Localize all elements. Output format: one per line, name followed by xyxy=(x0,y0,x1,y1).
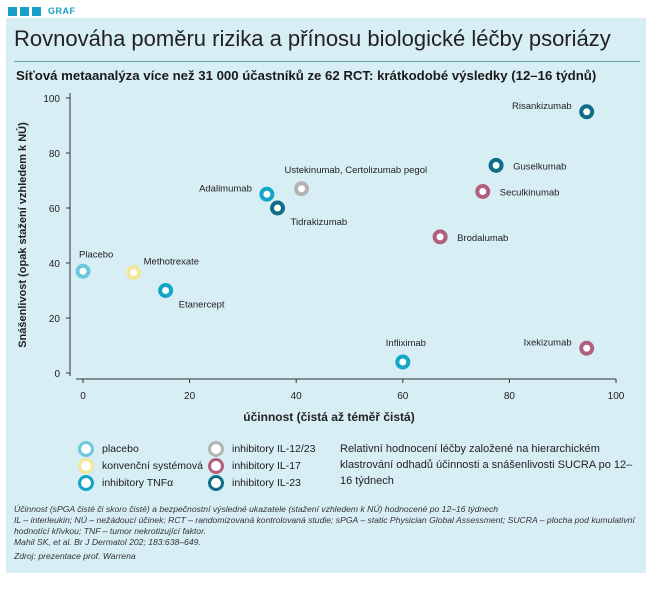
data-label: Risankizumab xyxy=(512,101,572,112)
data-label: Guselkumab xyxy=(513,161,566,172)
data-label: Adalimumab xyxy=(199,183,252,194)
legend-label: inhibitory TNFα xyxy=(102,477,174,489)
data-point xyxy=(270,200,286,216)
legend: placebo konvenční systémová inhibitory TNF… xyxy=(78,441,338,501)
scatter-chart: 0 20 40 60 80 100 0 20 40 60 80 100 účinnost (čistá … xyxy=(16,93,625,424)
chart-panel: Rovnováha poměru rizika a přínosu biolog… xyxy=(6,18,646,573)
legend-label: konvenční systémová xyxy=(102,460,203,472)
badge-square-icon xyxy=(20,6,29,16)
data-point xyxy=(579,340,595,356)
footnote-abbreviations: IL – interleukin; NÚ – nežádoucí účinek;… xyxy=(14,515,635,536)
footnote-source: Zdroj: prezentace prof. Warrena xyxy=(14,551,136,561)
footnote-citation: Mahil SK, et al. Br J Dermatol 202; 183:… xyxy=(14,537,201,547)
x-tick-label: 20 xyxy=(184,391,196,402)
legend-label: inhibitory IL-12/23 xyxy=(232,443,316,455)
data-label: Tidrakizumab xyxy=(291,217,348,228)
data-point xyxy=(488,157,504,173)
legend-marker-icon xyxy=(78,475,94,491)
data-point xyxy=(395,354,411,370)
badge-square-icon xyxy=(32,6,41,16)
chart-subtitle: Síťová metaanalýza více než 31 000 účast… xyxy=(16,68,597,83)
x-tick-label: 80 xyxy=(504,391,516,402)
legend-marker-icon xyxy=(208,475,224,491)
legend-marker-icon xyxy=(208,441,224,457)
x-tick-label: 0 xyxy=(80,391,86,402)
legend-marker-icon xyxy=(78,458,94,474)
legend-item: inhibitory TNFα xyxy=(78,475,173,491)
data-label: Placebo xyxy=(79,249,113,260)
data-label: Ixekizumab xyxy=(524,337,572,348)
data-point xyxy=(432,229,448,245)
x-tick-label: 100 xyxy=(608,391,625,402)
y-tick-label: 100 xyxy=(43,94,60,105)
x-axis-title: účinnost (čistá až téměř čistá) xyxy=(243,410,414,424)
graph-badge: GRAF xyxy=(8,6,76,16)
data-label: Methotrexate xyxy=(144,257,199,268)
data-label: Ustekinumab, Certolizumab pegol xyxy=(285,165,428,176)
data-point xyxy=(75,263,91,279)
y-tick-label: 80 xyxy=(49,149,61,160)
badge-label: GRAF xyxy=(48,6,76,16)
title-divider xyxy=(14,61,640,62)
y-tick-label: 20 xyxy=(49,314,61,325)
data-point xyxy=(158,283,174,298)
y-tick-label: 0 xyxy=(54,369,60,380)
legend-label: inhibitory IL-17 xyxy=(232,460,301,472)
data-label: Infliximab xyxy=(386,338,426,349)
badge-square-icon xyxy=(8,6,17,16)
data-point xyxy=(126,265,142,281)
y-tick-label: 40 xyxy=(49,259,61,270)
legend-label: inhibitory IL-23 xyxy=(232,477,301,489)
data-point xyxy=(294,181,310,197)
legend-marker-icon xyxy=(78,441,94,457)
data-point xyxy=(259,186,275,202)
y-axis-title: Snášenlivost (opak stažení vzhledem k NÚ… xyxy=(16,122,29,348)
legend-marker-icon xyxy=(208,458,224,474)
data-point xyxy=(475,184,491,199)
data-point xyxy=(579,104,595,120)
data-label: Seculkinumab xyxy=(500,188,560,199)
data-label: Etanercept xyxy=(179,300,225,311)
chart-title: Rovnováha poměru rizika a přínosu biolog… xyxy=(14,26,611,51)
legend-item: konvenční systémová xyxy=(78,458,203,474)
footnote-outcomes: Účinnost (sPGA čisté či skoro čisté) a b… xyxy=(14,504,499,514)
x-tick-label: 60 xyxy=(397,391,409,402)
ranking-note: Relativní hodnocení léčby založené na hi… xyxy=(340,443,633,487)
legend-label: placebo xyxy=(102,443,139,455)
legend-item: inhibitory IL-23 xyxy=(208,475,301,491)
legend-item: inhibitory IL-17 xyxy=(208,458,301,474)
data-label: Brodalumab xyxy=(457,233,508,244)
y-tick-label: 60 xyxy=(49,204,61,215)
legend-item: placebo xyxy=(78,441,139,457)
legend-item: inhibitory IL-12/23 xyxy=(208,441,315,457)
footnotes: Účinnost (sPGA čisté či skoro čisté) a b… xyxy=(14,504,644,562)
x-tick-label: 40 xyxy=(291,391,303,402)
